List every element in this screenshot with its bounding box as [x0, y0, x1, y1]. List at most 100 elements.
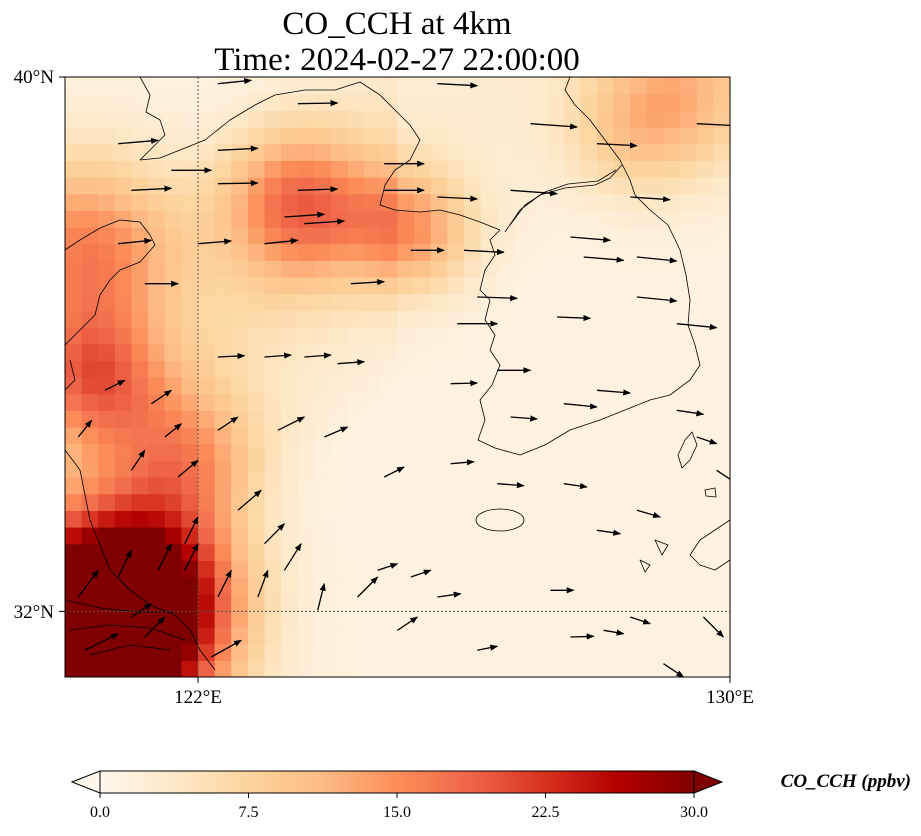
field-cell [447, 160, 465, 178]
field-cell [198, 493, 216, 511]
field-cell [65, 193, 83, 211]
field-cell [281, 510, 299, 528]
field-cell [447, 577, 465, 595]
field-cell [563, 227, 581, 245]
field-cell [364, 127, 382, 145]
field-cell [247, 143, 266, 161]
field-cell [497, 310, 515, 328]
field-cell [181, 227, 199, 245]
field-cell [497, 193, 515, 211]
field-cell [480, 360, 498, 378]
field-cell [164, 310, 182, 328]
field-cell [447, 260, 465, 278]
field-cell [663, 277, 681, 295]
colorbar-tick-label: 22.5 [532, 804, 560, 821]
field-cell [663, 77, 681, 95]
field-cell [447, 393, 465, 411]
field-cell [597, 627, 615, 645]
field-cell [430, 460, 448, 478]
field-cell [613, 660, 631, 677]
field-cell [380, 210, 399, 228]
field-cell [231, 560, 249, 578]
field-cell [563, 193, 581, 211]
field-cell [497, 577, 515, 595]
wind-arrow [237, 489, 262, 511]
field-cell [314, 660, 332, 677]
field-cell [214, 310, 232, 328]
field-cell [131, 260, 149, 278]
wind-arrow [131, 185, 173, 192]
field-cell [680, 577, 698, 595]
field-cell [214, 77, 232, 95]
field-cell [597, 527, 615, 545]
field-cell [98, 177, 116, 195]
field-cell [397, 477, 415, 495]
field-cell [513, 377, 532, 395]
field-cell [264, 443, 282, 461]
field-cell [331, 643, 349, 661]
field-cell [380, 527, 399, 545]
field-cell [597, 377, 615, 395]
field-cell [630, 410, 648, 428]
field-cell [713, 427, 730, 445]
field-cell [414, 343, 432, 361]
field-cell [314, 460, 332, 478]
field-cell [214, 193, 232, 211]
field-cell [98, 377, 116, 395]
field-cell [247, 427, 266, 445]
field-cell [131, 327, 149, 345]
field-cell [414, 593, 432, 611]
field-cell [297, 93, 315, 111]
field-cell [513, 510, 532, 528]
field-cell [114, 327, 133, 345]
field-cell [380, 577, 399, 595]
field-cell [680, 293, 698, 311]
field-cell [597, 443, 615, 461]
field-cell [331, 227, 349, 245]
field-cell [430, 477, 448, 495]
field-cell [597, 343, 615, 361]
field-cell [364, 93, 382, 111]
field-cell [380, 110, 399, 128]
field-cell [297, 543, 315, 561]
field-cell [114, 110, 133, 128]
field-cell [98, 560, 116, 578]
field-cell [630, 560, 648, 578]
field-cell [98, 527, 116, 545]
field-cell [264, 427, 282, 445]
field-cell [65, 477, 83, 495]
field-cell [148, 643, 166, 661]
field-cell [680, 110, 698, 128]
field-cell [713, 577, 730, 595]
field-cell [247, 443, 266, 461]
field-cell [264, 310, 282, 328]
field-cell [164, 327, 182, 345]
field-cell [314, 110, 332, 128]
field-cell [247, 77, 266, 95]
field-cell [65, 93, 83, 111]
field-cell [430, 510, 448, 528]
tick-label-lat-40: 40°N [14, 67, 55, 88]
field-cell [297, 293, 315, 311]
field-cell [480, 210, 498, 228]
field-cell [547, 143, 565, 161]
field-cell [331, 277, 349, 295]
field-cell [680, 527, 698, 545]
field-cell [597, 77, 615, 95]
field-cell [314, 293, 332, 311]
field-cell [563, 377, 581, 395]
field-cell [580, 410, 598, 428]
field-cell [181, 160, 199, 178]
field-cell [214, 593, 232, 611]
field-cell [131, 343, 149, 361]
field-cell [198, 627, 216, 645]
field-cell [597, 577, 615, 595]
field-cell [713, 93, 730, 111]
field-cell [347, 77, 365, 95]
field-cell [464, 377, 482, 395]
field-cell [231, 110, 249, 128]
field-cell [397, 110, 415, 128]
field-cell [181, 193, 199, 211]
field-cell [547, 393, 565, 411]
field-cell [480, 277, 498, 295]
